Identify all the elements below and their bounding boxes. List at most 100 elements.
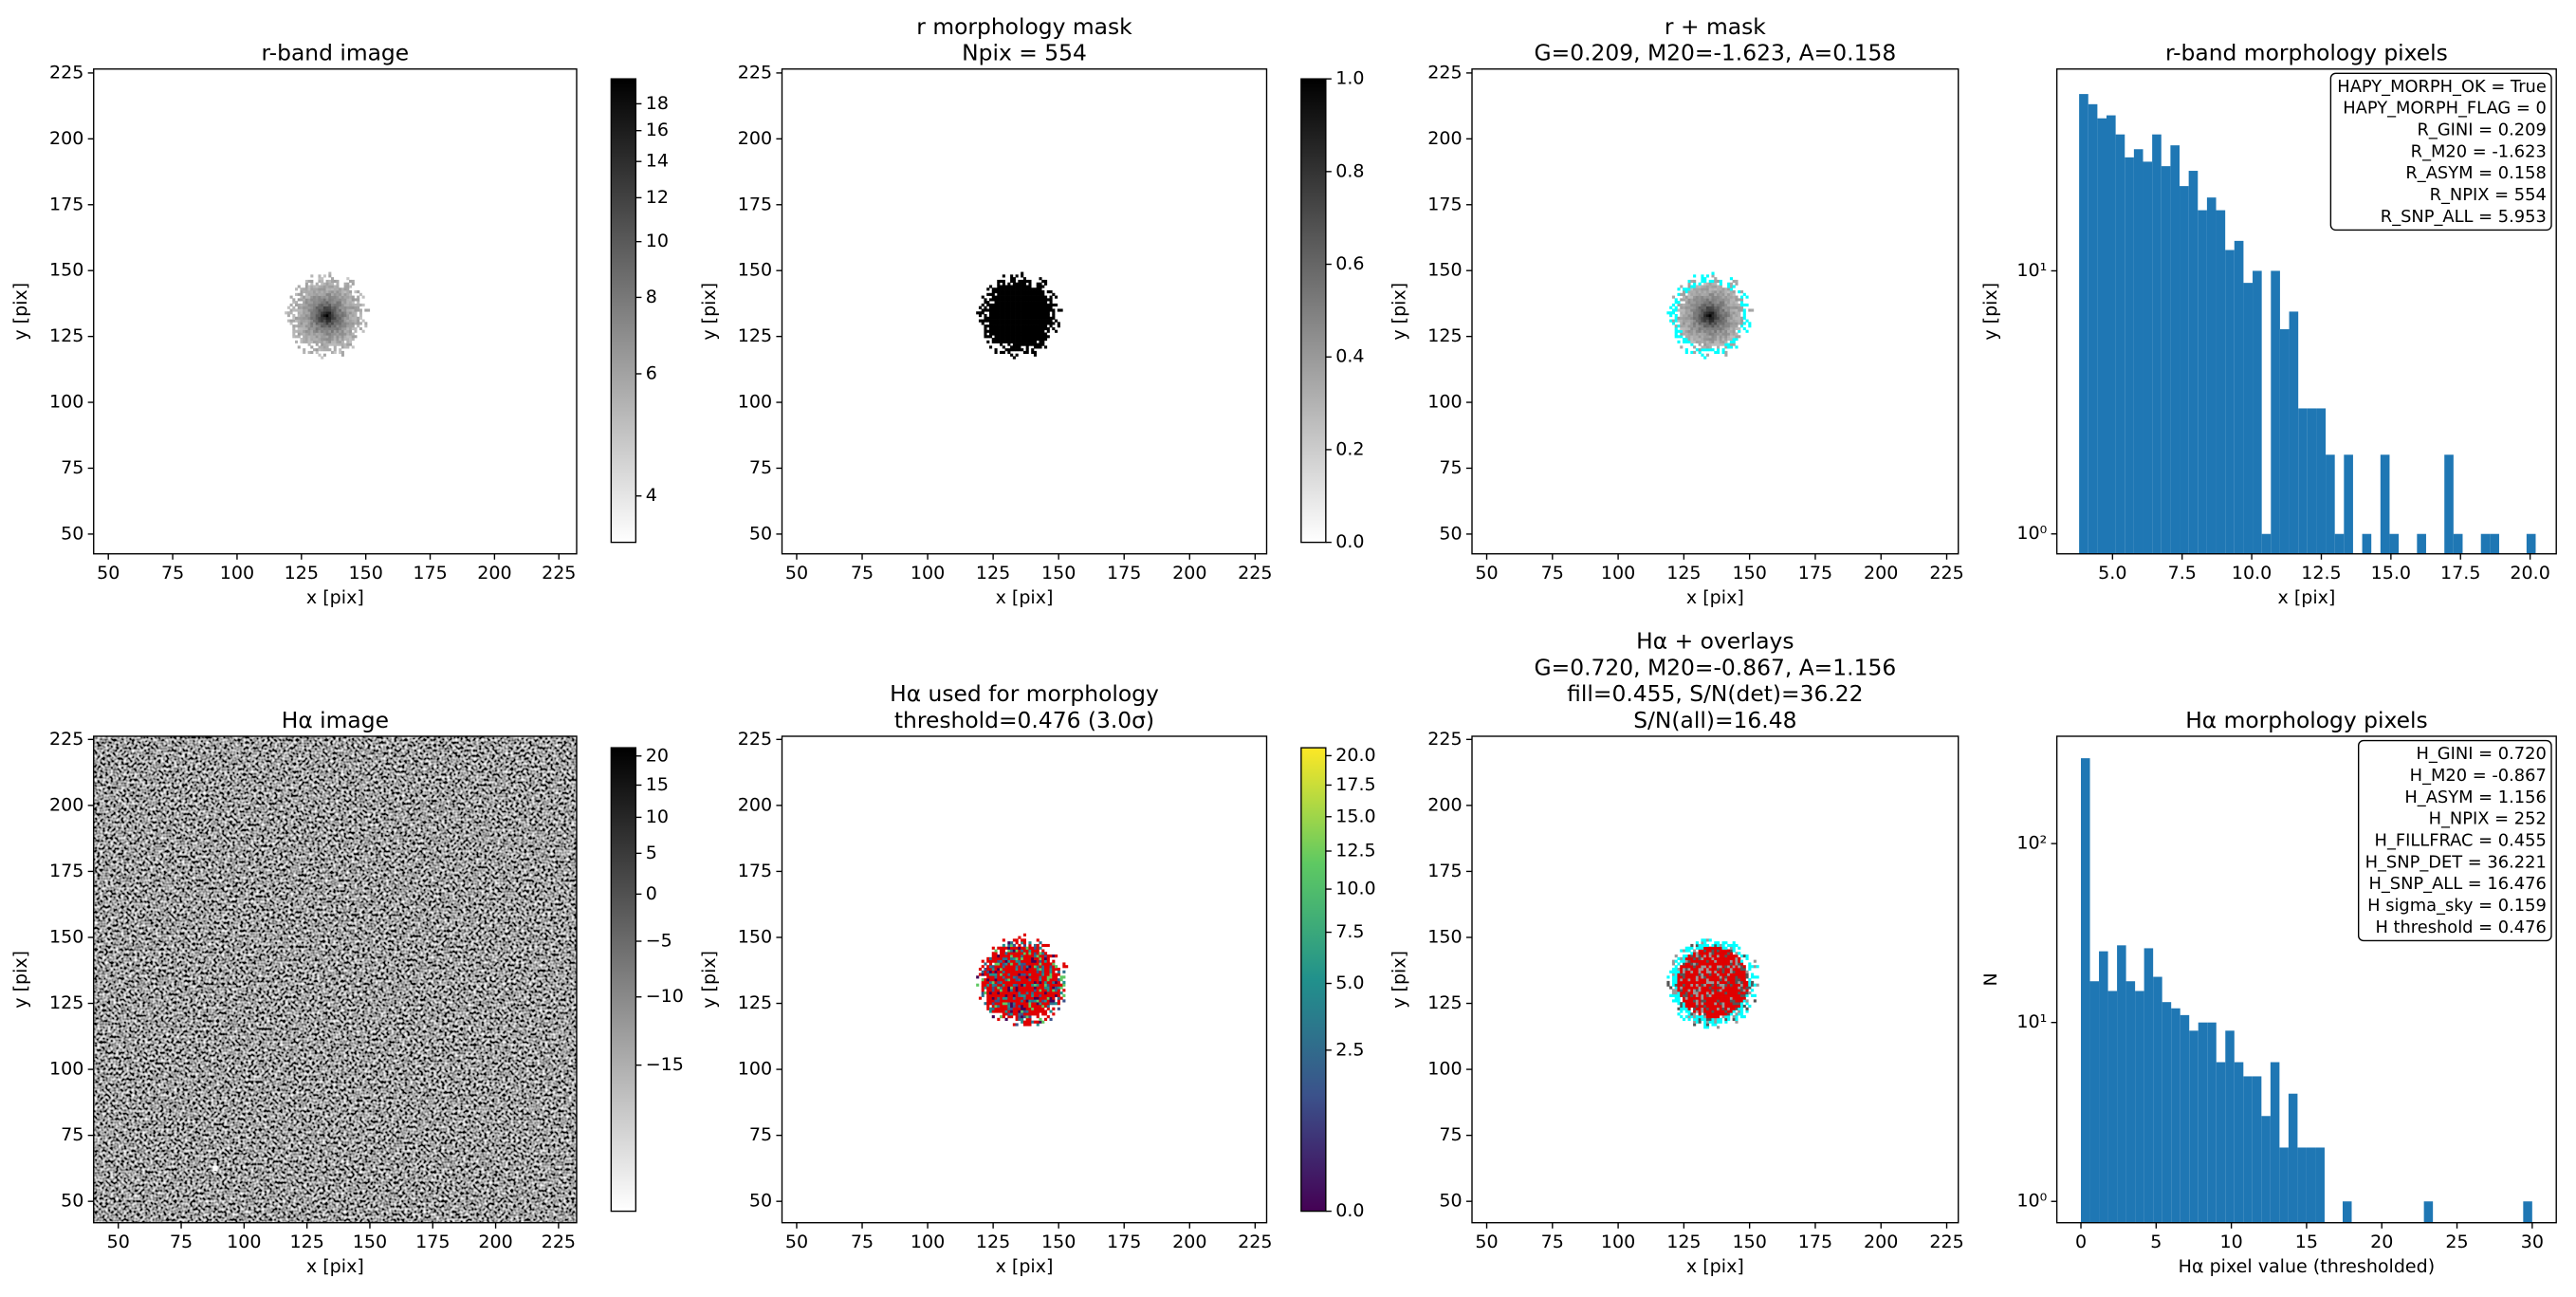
image-pixel [1041, 338, 1045, 342]
image-pixel [984, 329, 987, 333]
image-pixel [1708, 989, 1712, 992]
image-pixel [1739, 986, 1744, 990]
image-pixel [349, 343, 353, 346]
colorbar-tick-label: −5 [646, 931, 672, 952]
image-pixel [1002, 335, 1005, 339]
image-pixel [292, 298, 296, 302]
image-pixel [1724, 946, 1728, 950]
image-pixel [1046, 322, 1050, 325]
y-tick-label: 50 [749, 523, 772, 544]
image-pixel [1043, 999, 1048, 1003]
image-pixel [1687, 303, 1691, 307]
image-pixel [986, 975, 990, 979]
image-pixel [325, 343, 329, 346]
image-pixel [1046, 965, 1050, 969]
image-pixel [343, 314, 347, 318]
image-pixel [1043, 973, 1048, 976]
image-pixel [313, 287, 317, 291]
image-pixel [1719, 975, 1722, 979]
image-pixel [1695, 941, 1699, 945]
image-pixel [1705, 986, 1710, 990]
image-pixel [1693, 303, 1697, 307]
image-pixel [1719, 335, 1722, 339]
image-pixel [1708, 938, 1712, 942]
image-pixel [1745, 983, 1749, 987]
image-pixel [1018, 343, 1021, 346]
image-pixel [1717, 999, 1720, 1003]
image-pixel [322, 332, 326, 336]
image-pixel [1738, 970, 1741, 973]
image-pixel [346, 282, 350, 286]
image-pixel [307, 285, 311, 288]
image-pixel [1004, 292, 1008, 296]
image-pixel [1007, 954, 1011, 958]
image-pixel [1033, 338, 1038, 342]
image-pixel [1671, 308, 1676, 312]
image-pixel [1735, 983, 1739, 987]
image-pixel [1049, 298, 1053, 302]
image-pixel [1735, 1015, 1739, 1019]
image-pixel [1711, 943, 1715, 948]
image-pixel [1738, 986, 1741, 990]
image-pixel [1000, 970, 1003, 973]
image-pixel [1041, 308, 1045, 312]
image-pixel [1684, 975, 1688, 979]
image-pixel [1687, 959, 1691, 963]
x-tick-label: 100 [911, 1232, 945, 1252]
bar [2180, 1014, 2190, 1223]
bar [2225, 250, 2235, 554]
image-pixel [1690, 308, 1694, 312]
image-pixel [1000, 967, 1003, 972]
image-pixel [315, 303, 319, 307]
image-pixel [1719, 959, 1722, 963]
x-tick-label: 75 [1541, 563, 1564, 584]
image-pixel [984, 326, 987, 331]
image-pixel [1719, 954, 1722, 958]
image-pixel [1727, 298, 1731, 302]
image-pixel [1007, 314, 1011, 318]
image-pixel [1717, 975, 1720, 979]
image-pixel [1049, 970, 1053, 973]
image-pixel [357, 322, 360, 325]
x-tick-label: 150 [1041, 563, 1076, 584]
image-pixel [333, 303, 337, 307]
image-pixel [336, 298, 340, 302]
image-pixel [321, 324, 324, 328]
image-pixel [1714, 991, 1718, 995]
image-pixel [994, 978, 998, 982]
image-pixel [1033, 306, 1038, 309]
image-pixel [1701, 295, 1704, 299]
colorbar [610, 747, 637, 1213]
image-pixel [1033, 959, 1038, 963]
image-pixel [1724, 959, 1728, 963]
image-pixel [1002, 946, 1005, 950]
image-pixel [1041, 993, 1045, 997]
image-pixel [1028, 986, 1032, 990]
image-pixel [331, 298, 335, 302]
image-pixel [1028, 319, 1032, 323]
image-pixel [1000, 959, 1003, 963]
image-pixel [1012, 290, 1016, 294]
image-pixel [1036, 311, 1040, 315]
image-pixel [1735, 308, 1739, 312]
image-pixel [1742, 1015, 1746, 1019]
image-pixel [333, 295, 337, 299]
image-pixel [1714, 292, 1718, 296]
image-pixel [1693, 965, 1697, 969]
chart-title: threshold=0.476 (3.0σ) [894, 707, 1154, 733]
image-pixel [1732, 989, 1736, 992]
image-pixel [1015, 326, 1019, 331]
image-pixel [1687, 308, 1691, 312]
image-pixel [1711, 292, 1715, 296]
image-pixel [1010, 965, 1014, 969]
image-pixel [1698, 1007, 1702, 1010]
image-pixel [1041, 303, 1045, 307]
bar [2252, 1076, 2262, 1223]
image-pixel [1004, 983, 1008, 987]
image-pixel [984, 301, 987, 305]
image-pixel [976, 983, 980, 987]
image-pixel [1742, 967, 1746, 972]
image-pixel [1698, 946, 1702, 950]
image-pixel [1717, 973, 1720, 976]
image-pixel [1025, 316, 1029, 320]
